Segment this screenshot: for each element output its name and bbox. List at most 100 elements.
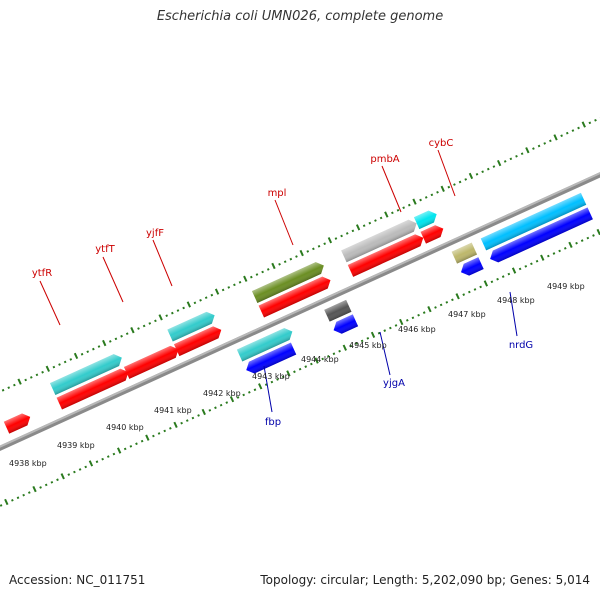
ruler-minor-tick bbox=[560, 134, 563, 138]
ruler-major-tick bbox=[399, 318, 404, 326]
ruler-major-tick bbox=[130, 327, 135, 334]
gene-label-fbp[interactable]: fbp bbox=[265, 417, 281, 428]
ruler-minor-tick bbox=[78, 468, 82, 471]
ruler-minor-tick bbox=[152, 434, 155, 438]
gene-arrow-ytfT[interactable] bbox=[123, 343, 181, 379]
ruler-major-tick bbox=[525, 147, 530, 154]
ruler-minor-tick bbox=[120, 334, 123, 338]
ruler-minor-tick bbox=[338, 349, 341, 353]
ruler-major-tick bbox=[116, 447, 122, 454]
gene-label-yjgA[interactable]: yjgA bbox=[383, 378, 405, 389]
ruler-minor-tick bbox=[63, 360, 67, 364]
ruler-label-4943: 4943 kbp bbox=[252, 372, 290, 381]
ruler-minor-tick bbox=[334, 237, 338, 240]
ruler-minor-tick bbox=[129, 444, 133, 448]
ruler-major-tick bbox=[4, 498, 9, 506]
ruler-minor-tick bbox=[501, 275, 505, 278]
ruler-minor-tick bbox=[360, 339, 364, 343]
leader-line-cybC bbox=[437, 149, 456, 197]
forward-strand-features bbox=[3, 210, 444, 434]
ruler-label-4945: 4945 kbp bbox=[349, 341, 387, 350]
ruler-minor-tick bbox=[503, 160, 507, 163]
ruler-minor-tick bbox=[157, 432, 161, 435]
ruler-minor-tick bbox=[233, 283, 236, 287]
ruler-minor-tick bbox=[58, 363, 61, 366]
leader-line-mpl bbox=[274, 199, 294, 246]
ruler-major-tick bbox=[496, 159, 502, 167]
ruler-major-tick bbox=[299, 249, 304, 257]
genome-summary-text: Topology: circular; Length: 5,202,090 bp… bbox=[260, 573, 590, 587]
ruler-minor-tick bbox=[563, 247, 567, 250]
ruler-minor-tick bbox=[340, 234, 343, 238]
ruler-major-tick bbox=[440, 185, 445, 192]
ruler-minor-tick bbox=[430, 193, 434, 197]
ruler-minor-tick bbox=[464, 178, 468, 181]
ruler-minor-tick bbox=[44, 483, 48, 487]
ruler-minor-tick bbox=[535, 259, 539, 263]
ruler-minor-tick bbox=[379, 216, 383, 220]
ruler-minor-tick bbox=[253, 388, 257, 392]
ruler-minor-tick bbox=[137, 327, 140, 330]
ruler-minor-tick bbox=[549, 139, 552, 143]
ruler-minor-tick bbox=[453, 183, 456, 186]
ruler-major-tick bbox=[370, 331, 376, 338]
ruler-minor-tick bbox=[238, 280, 242, 284]
gene-label-nrdG[interactable]: nrdG bbox=[509, 340, 533, 351]
ruler-minor-tick bbox=[306, 250, 310, 253]
ruler-minor-tick bbox=[321, 357, 324, 361]
ruler-minor-tick bbox=[41, 370, 44, 374]
map-title: Escherichia coli UMN026, complete genome bbox=[156, 9, 444, 24]
ruler-minor-tick bbox=[383, 329, 387, 332]
kbp-ruler-labels: 4938 kbp 4939 kbp 4940 kbp 4941 kbp 4942… bbox=[9, 282, 585, 468]
gene-label-cybC[interactable]: cybC bbox=[429, 138, 454, 149]
ruler-minor-tick bbox=[106, 455, 110, 458]
gene-arrow-forward[interactable] bbox=[3, 411, 33, 434]
ruler-minor-tick bbox=[176, 309, 180, 312]
leader-line-nrdG bbox=[509, 291, 518, 337]
ruler-minor-tick bbox=[101, 457, 104, 461]
ruler-minor-tick bbox=[304, 365, 308, 368]
ruler-minor-tick bbox=[27, 491, 31, 494]
ruler-major-tick bbox=[553, 134, 558, 141]
ruler-minor-tick bbox=[283, 260, 287, 264]
gene-label-pmbA[interactable]: pmbA bbox=[370, 154, 399, 165]
ruler-minor-tick bbox=[69, 358, 73, 361]
ruler-minor-tick bbox=[22, 493, 25, 497]
gene-label-yjfF[interactable]: yjfF bbox=[146, 228, 164, 239]
gene-label-ytfT[interactable]: ytfT bbox=[95, 244, 115, 255]
ruler-minor-tick bbox=[475, 172, 479, 176]
ruler-minor-tick bbox=[407, 203, 411, 207]
ruler-major-tick bbox=[327, 237, 333, 244]
ruler-label-4938: 4938 kbp bbox=[9, 459, 47, 468]
ruler-minor-tick bbox=[396, 208, 400, 212]
ruler-minor-tick bbox=[142, 324, 146, 328]
gene-label-mpl[interactable]: mpl bbox=[268, 188, 287, 199]
ruler-minor-tick bbox=[261, 270, 264, 274]
outer-ruler-ticks bbox=[1, 116, 600, 392]
ruler-major-tick bbox=[17, 378, 22, 385]
ruler-minor-tick bbox=[515, 154, 518, 158]
ruler-minor-tick bbox=[11, 498, 14, 502]
ruler-minor-tick bbox=[588, 121, 592, 125]
ruler-minor-tick bbox=[219, 403, 223, 407]
ruler-minor-tick bbox=[92, 347, 95, 351]
ruler-major-tick bbox=[201, 408, 206, 416]
ruler-major-tick bbox=[540, 254, 545, 261]
ruler-major-tick bbox=[145, 434, 150, 441]
ruler-minor-tick bbox=[496, 277, 499, 281]
ruler-minor-tick bbox=[310, 362, 313, 366]
ruler-minor-tick bbox=[355, 342, 358, 345]
ruler-minor-tick bbox=[108, 340, 112, 343]
ruler-minor-tick bbox=[439, 303, 443, 307]
gene-label-ytfR[interactable]: ytfR bbox=[32, 268, 52, 279]
ruler-minor-tick bbox=[492, 165, 496, 168]
ruler-minor-tick bbox=[547, 254, 550, 258]
ruler-minor-tick bbox=[171, 311, 174, 315]
ruler-minor-tick bbox=[123, 447, 127, 451]
ruler-major-tick bbox=[45, 365, 50, 372]
ruler-minor-tick bbox=[52, 365, 56, 369]
ruler-major-tick bbox=[568, 241, 573, 249]
ruler-label-4946: 4946 kbp bbox=[398, 325, 436, 334]
ruler-minor-tick bbox=[293, 370, 296, 374]
